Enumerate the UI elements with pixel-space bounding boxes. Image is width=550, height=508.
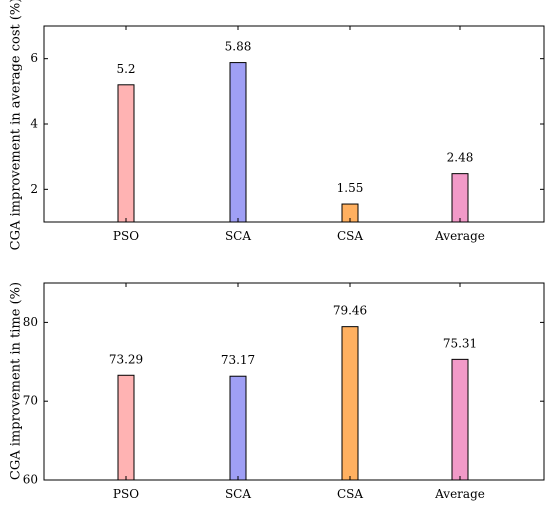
x-tick-label: SCA bbox=[225, 229, 251, 243]
bar-average bbox=[451, 173, 469, 223]
y-tick-label: 2 bbox=[30, 182, 38, 196]
y-tick-label: 4 bbox=[30, 117, 38, 131]
bar-average bbox=[451, 358, 469, 481]
bar-sca bbox=[229, 62, 247, 223]
data-label-pso: 73.29 bbox=[109, 352, 143, 366]
y-tick-label: 6 bbox=[30, 51, 38, 65]
x-tick-label: Average bbox=[434, 487, 485, 501]
chart-panel-time: 60 70 80 73.29 73.17 79.46 75.31 PSO SCA CSA Ave… bbox=[9, 282, 545, 501]
data-label-csa: 1.55 bbox=[337, 181, 364, 195]
x-axis-ticks: PSO SCA CSA Average bbox=[113, 283, 485, 501]
data-labels: 73.29 73.17 79.46 75.31 bbox=[109, 304, 477, 368]
chart-panel-cost: 2 4 6 5.2 5.88 1.55 2.48 PSO SCA CSA Average CGA… bbox=[9, 0, 545, 250]
x-tick-label: CSA bbox=[337, 229, 363, 243]
bar-pso bbox=[117, 84, 135, 223]
x-axis-ticks: PSO SCA CSA Average bbox=[113, 26, 485, 243]
bar-series bbox=[117, 326, 469, 481]
data-label-sca: 5.88 bbox=[225, 40, 252, 54]
y-tick-label: 80 bbox=[23, 315, 38, 329]
data-label-average: 2.48 bbox=[447, 151, 474, 165]
x-tick-label: SCA bbox=[225, 487, 251, 501]
data-labels: 5.2 5.88 1.55 2.48 bbox=[116, 40, 473, 195]
bar-series bbox=[117, 62, 469, 223]
data-label-average: 75.31 bbox=[443, 336, 477, 350]
y-tick-label: 70 bbox=[23, 394, 38, 408]
data-label-pso: 5.2 bbox=[116, 62, 135, 76]
plot-frame bbox=[43, 282, 545, 481]
x-tick-label: CSA bbox=[337, 487, 363, 501]
y-tick-label: 60 bbox=[23, 473, 38, 487]
y-axis-label: CGA improvement in average cost (%) bbox=[9, 0, 24, 250]
y-axis-ticks: 2 4 6 bbox=[30, 51, 544, 196]
x-tick-label: PSO bbox=[113, 229, 139, 243]
bar-csa bbox=[341, 326, 359, 481]
x-tick-label: Average bbox=[434, 229, 485, 243]
data-label-csa: 79.46 bbox=[333, 304, 367, 318]
x-tick-label: PSO bbox=[113, 487, 139, 501]
y-axis-label: CGA improvement in time (%) bbox=[9, 282, 24, 480]
y-axis-ticks: 60 70 80 bbox=[23, 315, 544, 487]
bar-pso bbox=[117, 374, 135, 481]
bar-sca bbox=[229, 375, 247, 481]
data-label-sca: 73.17 bbox=[221, 353, 255, 367]
